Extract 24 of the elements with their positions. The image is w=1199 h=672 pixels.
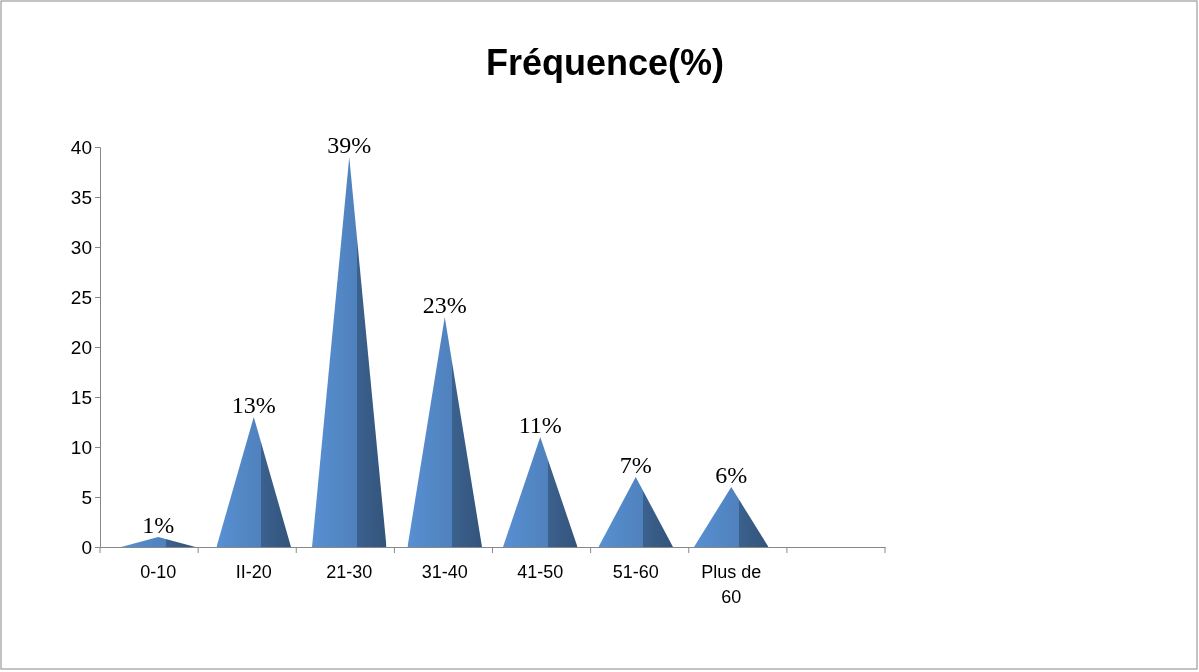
data-label: 11% — [518, 412, 562, 438]
y-tick-label: 15 — [70, 386, 92, 408]
x-tick-label: 21-30 — [326, 561, 373, 582]
y-tick-label: 0 — [81, 536, 92, 558]
y-tick-label: 5 — [81, 486, 92, 508]
data-label: 1% — [142, 512, 175, 538]
data-label: 7% — [619, 452, 652, 478]
x-tick-label: 31-40 — [421, 561, 468, 582]
x-tick-label: 41-50 — [517, 561, 564, 582]
x-tick-label: 0-10 — [140, 561, 177, 582]
y-tick-label: 35 — [70, 186, 92, 208]
data-label: 13% — [231, 392, 276, 418]
data-label: 39% — [327, 132, 372, 158]
chart-title: Fréquence(%) — [485, 42, 725, 83]
y-tick-label: 25 — [70, 286, 92, 308]
y-tick-label: 30 — [70, 236, 92, 258]
x-tick-label: II-20 — [235, 561, 272, 582]
y-tick-label: 20 — [70, 336, 92, 358]
x-tick-label: 51-60 — [612, 561, 659, 582]
data-label: 23% — [422, 292, 467, 318]
y-tick-label: 40 — [70, 136, 92, 158]
x-tick-label: Plus de 60 — [701, 561, 762, 607]
data-label: 6% — [715, 462, 748, 488]
y-tick-label: 10 — [70, 436, 92, 458]
